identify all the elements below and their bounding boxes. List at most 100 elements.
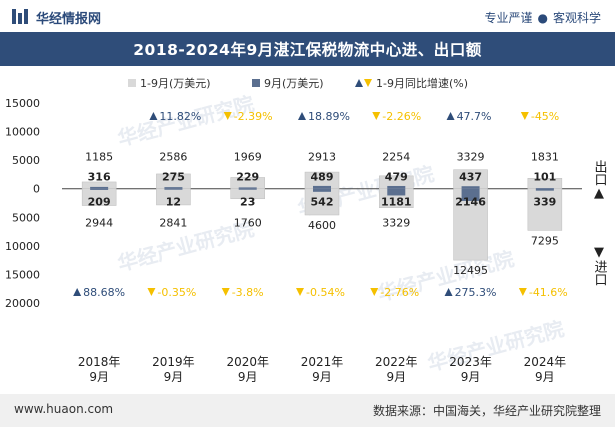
export-yoy-down-triangle — [520, 112, 529, 120]
x-category-label: 9月 — [535, 370, 555, 384]
import-ytd-label: 12495 — [453, 264, 488, 277]
import-yoy-up-triangle — [444, 288, 453, 296]
export-ytd-label: 2254 — [382, 151, 410, 164]
export-side-text: 出口 — [591, 160, 607, 186]
export-yoy-up-triangle — [149, 112, 158, 120]
export-month-label: 316 — [88, 171, 111, 184]
import-ytd-label: 7295 — [531, 234, 559, 247]
export-ytd-label: 2913 — [308, 151, 336, 164]
footer-source: 数据来源：中国海关，华经产业研究院整理 — [372, 404, 601, 418]
y-tick-label: 5000 — [12, 211, 40, 224]
import-month-label: 209 — [88, 196, 111, 209]
import-month-bar — [313, 188, 331, 192]
chart-area: 华经产业研究院华经产业研究院华经产业研究院华经产业研究院华经产业研究院1-9月(… — [5, 76, 582, 384]
y-tick-label: 15000 — [5, 268, 40, 281]
x-category-label: 9月 — [312, 370, 332, 384]
import-month-label: 2146 — [455, 196, 486, 209]
export-yoy-up-triangle — [446, 112, 455, 120]
export-month-bar — [535, 188, 554, 190]
import-month-bar — [461, 188, 480, 201]
import-month-bar — [164, 188, 183, 190]
import-ytd-bar — [527, 188, 563, 231]
import-yoy-down-triangle — [296, 288, 304, 296]
export-month-bar — [164, 187, 183, 189]
import-yoy-label: 88.68% — [83, 286, 125, 299]
export-yoy-down-triangle — [372, 112, 381, 120]
export-month-bar — [387, 185, 406, 189]
import-yoy-label: 275.3% — [455, 286, 497, 299]
x-category-label: 2018年 — [78, 355, 121, 369]
top-bar: 华经情报网 专业严谨 ● 客观科学 — [0, 0, 615, 32]
site-name: 华经情报网 — [36, 12, 102, 27]
import-month-label: 1181 — [381, 196, 412, 209]
import-yoy-down-triangle — [147, 288, 156, 296]
title-bar — [0, 32, 615, 66]
legend-swatch-ytd — [128, 79, 136, 87]
down-arrow-icon: ▼ — [594, 245, 604, 260]
x-category-label: 9月 — [164, 370, 184, 384]
import-month-bar — [387, 188, 406, 196]
export-yoy-label: 18.89% — [308, 110, 350, 123]
import-month-bar — [90, 188, 109, 190]
import-month-label: 542 — [311, 196, 334, 209]
export-yoy-label: 47.7% — [457, 110, 492, 123]
footer-url: www.huaon.com — [14, 402, 114, 416]
export-month-label: 479 — [385, 171, 408, 184]
export-month-bar — [461, 186, 480, 189]
x-category-label: 2024年 — [524, 355, 567, 369]
export-ytd-label: 3329 — [457, 151, 485, 164]
legend-up-triangle — [355, 79, 363, 87]
export-side-label: 出口 ▲ — [588, 160, 610, 201]
legend-label-ytd: 1-9月(万美元) — [140, 77, 211, 90]
slogan-right: 客观科学 — [552, 11, 601, 25]
export-ytd-label: 1969 — [234, 151, 262, 164]
export-ytd-label: 1831 — [531, 151, 559, 164]
export-month-label: 489 — [311, 171, 334, 184]
export-month-label: 101 — [533, 171, 556, 184]
x-category-label: 9月 — [386, 370, 406, 384]
import-ytd-label: 3329 — [382, 217, 410, 230]
export-month-bar — [90, 186, 109, 189]
chart-title: 2018-2024年9月湛江保税物流中心进、出口额 — [133, 41, 482, 59]
legend-down-triangle — [364, 79, 372, 87]
x-category-label: 2020年 — [226, 355, 269, 369]
import-ytd-label: 4600 — [308, 219, 336, 232]
export-ytd-label: 2586 — [159, 151, 187, 164]
export-month-label: 437 — [459, 171, 482, 184]
export-yoy-label: 11.82% — [159, 110, 201, 123]
import-month-bar — [238, 188, 257, 190]
x-category-label: 2023年 — [449, 355, 492, 369]
import-yoy-down-triangle — [370, 288, 379, 296]
y-tick-label: 15000 — [5, 97, 40, 110]
bullet-icon: ● — [537, 11, 548, 25]
up-arrow-icon: ▲ — [594, 186, 604, 201]
import-yoy-up-triangle — [73, 288, 82, 296]
y-tick-label: 0 — [33, 183, 40, 196]
import-month-label: 12 — [166, 196, 181, 209]
footer-bar — [0, 394, 615, 427]
y-tick-label: 10000 — [5, 240, 40, 253]
export-month-bar — [313, 185, 331, 189]
import-yoy-label: -0.35% — [157, 286, 196, 299]
export-yoy-up-triangle — [298, 112, 306, 120]
export-yoy-label: -2.26% — [382, 110, 421, 123]
slogan-left: 专业严谨 — [484, 11, 533, 25]
import-ytd-bar — [304, 188, 340, 216]
export-yoy-label: -45% — [531, 110, 559, 123]
export-month-label: 275 — [162, 171, 185, 184]
export-yoy-down-triangle — [223, 112, 232, 120]
import-yoy-label: -2.76% — [380, 286, 419, 299]
export-ytd-label: 1185 — [85, 151, 113, 164]
legend-label-month: 9月(万美元) — [264, 77, 324, 90]
legend-label-yoy: 1-9月同比增速(%) — [376, 76, 468, 90]
import-yoy-label: -41.6% — [529, 286, 568, 299]
import-side-text: 进口 — [591, 260, 607, 286]
export-yoy-label: -2.39% — [234, 110, 273, 123]
y-tick-label: 20000 — [5, 297, 40, 310]
x-category-label: 2021年 — [301, 355, 344, 369]
legend-swatch-month — [252, 79, 260, 87]
export-month-label: 229 — [236, 171, 259, 184]
huajing-logo-icon — [12, 9, 28, 24]
import-month-label: 23 — [240, 196, 255, 209]
x-category-label: 9月 — [238, 370, 258, 384]
